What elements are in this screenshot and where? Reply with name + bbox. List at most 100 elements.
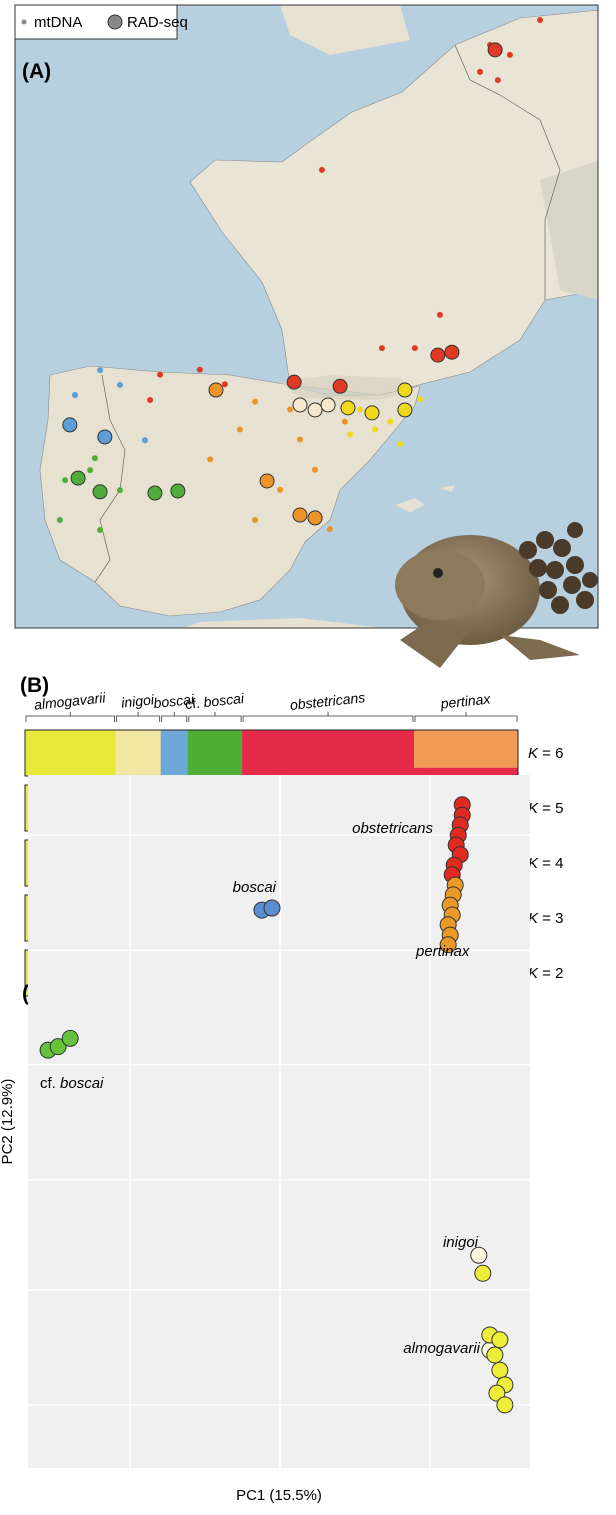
mtdna-site — [252, 517, 258, 523]
k-label: K = 2 — [528, 965, 563, 982]
mtdna-site — [237, 426, 243, 432]
mtdna-site — [287, 407, 293, 413]
pca-point — [492, 1332, 508, 1348]
group-bracket — [243, 712, 413, 722]
pca-point — [487, 1347, 503, 1363]
rad-seq-site — [71, 471, 85, 485]
rad-seq-site — [260, 474, 274, 488]
group-annotation: boscai — [233, 879, 277, 896]
k-label-part: = 4 — [538, 855, 563, 872]
pca-point — [62, 1030, 78, 1046]
pca-point — [475, 1265, 491, 1281]
mtdna-site — [327, 526, 333, 532]
ancestry-segment — [161, 730, 188, 776]
mtdna-site — [117, 382, 123, 388]
rad-seq-site — [321, 398, 335, 412]
ancestry-segment — [414, 768, 518, 776]
rad-seq-site — [209, 383, 223, 397]
ancestry-segment — [414, 730, 518, 768]
rad-seq-site — [488, 43, 502, 57]
group-annotation-part: pertinax — [415, 943, 470, 960]
k-label: K = 3 — [528, 910, 563, 927]
group-annotation: inigoi — [443, 1234, 479, 1251]
panel-label: (B) — [20, 674, 49, 697]
mtdna-site — [495, 77, 501, 83]
group-annotation: almogavarii — [403, 1340, 480, 1357]
group-label-part: obstetricans — [289, 689, 366, 713]
k-label-part: = 5 — [538, 800, 563, 817]
mtdna-site — [97, 527, 103, 533]
group-label-part: boscai — [203, 690, 246, 710]
mtdna-site — [297, 436, 303, 442]
ancestry-segment — [242, 730, 414, 776]
mtdna-site — [437, 312, 443, 318]
rad-seq-site — [341, 401, 355, 415]
mtdna-site — [197, 367, 203, 373]
rad-seq-site — [171, 484, 185, 498]
group-label: inigoi — [120, 691, 155, 710]
mtdna-site — [252, 399, 258, 405]
group-annotation-part: boscai — [60, 1075, 104, 1092]
mtdna-site — [372, 426, 378, 432]
mtdna-site — [92, 455, 98, 461]
rad-seq-site — [445, 345, 459, 359]
mtdna-site — [207, 456, 213, 462]
mtdna-site — [72, 392, 78, 398]
k-label-part: = 6 — [538, 745, 563, 762]
group-bracket — [189, 712, 241, 722]
mtdna-site — [57, 517, 63, 523]
pca-point — [497, 1397, 513, 1413]
mtdna-site — [87, 467, 93, 473]
figure: mtDNA RAD-seq (A) (B) almogavarii inigoi b… — [0, 0, 616, 1510]
rad-seq-site — [148, 486, 162, 500]
group-bracket — [116, 712, 159, 722]
mtdna-site — [357, 407, 363, 413]
mtdna-site — [342, 419, 348, 425]
legend-label: RAD-seq — [127, 14, 188, 31]
k-label: K = 6 — [528, 745, 563, 762]
legend-symbol — [22, 20, 27, 25]
k-label-part: = 3 — [538, 910, 563, 927]
mtdna-site — [537, 17, 543, 23]
group-bracket — [26, 712, 114, 722]
rad-seq-site — [308, 511, 322, 525]
y-axis-label: PC2 (12.9%) — [0, 1079, 16, 1165]
group-label: obstetricans — [289, 689, 366, 713]
mtdna-site — [507, 52, 513, 58]
ancestry-segment — [25, 730, 116, 776]
group-label: cf. boscai — [184, 690, 245, 712]
x-axis-label: PC1 (15.5%) — [236, 1487, 322, 1504]
legend-symbol — [108, 15, 122, 29]
mtdna-site — [397, 441, 403, 447]
rad-seq-site — [308, 403, 322, 417]
group-label: pertinax — [439, 690, 492, 711]
ancestry-segment — [115, 730, 161, 776]
rad-seq-site — [98, 430, 112, 444]
mtdna-site — [319, 167, 325, 173]
group-annotation: cf. boscai — [40, 1075, 104, 1092]
group-bracket — [415, 712, 517, 722]
rad-seq-site — [287, 375, 301, 389]
legend-label: mtDNA — [34, 14, 82, 31]
rad-seq-site — [365, 406, 379, 420]
rad-seq-site — [293, 508, 307, 522]
mtdna-site — [97, 367, 103, 373]
group-label-part: inigoi — [120, 691, 155, 710]
rad-seq-site — [93, 485, 107, 499]
mtdna-site — [157, 372, 163, 378]
panel-label: (A) — [22, 60, 51, 83]
group-annotation-part: boscai — [233, 879, 277, 896]
map — [15, 5, 600, 640]
k-label: K = 5 — [528, 800, 563, 817]
group-annotation-part: almogavarii — [403, 1340, 480, 1357]
mtdna-site — [147, 397, 153, 403]
mtdna-site — [142, 437, 148, 443]
page: { "map": { "panel_label": "(A)", "legend… — [0, 0, 616, 1510]
group-annotation-part: cf. — [40, 1075, 60, 1092]
rad-seq-site — [398, 383, 412, 397]
group-bracket — [162, 712, 187, 722]
group-label-part: pertinax — [439, 690, 492, 711]
pca-point — [264, 900, 280, 916]
group-label-part: cf. — [184, 694, 204, 712]
